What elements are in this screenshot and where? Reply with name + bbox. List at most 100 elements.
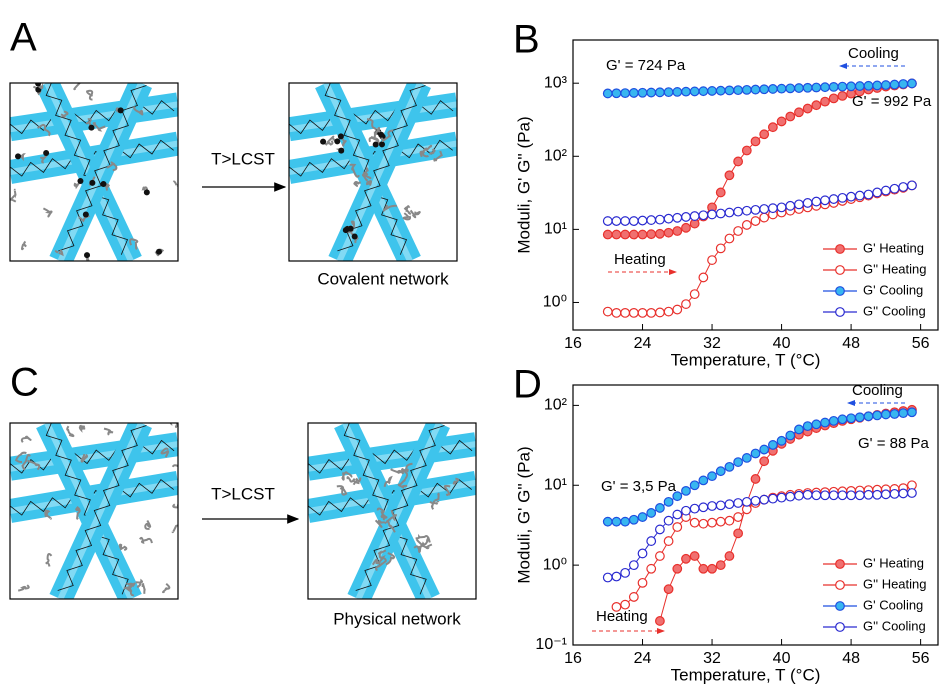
legend-marker [835, 244, 845, 254]
data-point [785, 200, 796, 211]
data-point [681, 222, 691, 233]
polymer-chain [375, 556, 387, 572]
polymer-chain [382, 204, 398, 212]
data-point [767, 122, 778, 133]
data-point [750, 216, 761, 226]
polymer-chain [160, 447, 170, 458]
data-point [698, 518, 709, 529]
data-point [889, 79, 900, 90]
fiber-core [289, 101, 457, 133]
data-point [698, 502, 709, 513]
annotation: G' = 724 Pa [606, 57, 686, 74]
data-point [628, 216, 639, 226]
polymer-chain [362, 171, 372, 180]
data-point [820, 417, 830, 428]
data-point [759, 204, 770, 214]
legend-label: G' Heating [863, 555, 924, 570]
data-point [637, 548, 648, 559]
y-tick-label: 10¹ [544, 221, 567, 238]
data-point [637, 215, 648, 226]
data-point [628, 307, 639, 318]
data-point [628, 560, 639, 571]
scheme-frame [288, 82, 458, 262]
polymer-chain [129, 238, 139, 250]
zigzag [10, 100, 175, 135]
polymer-chain [103, 427, 114, 436]
data-point [724, 85, 735, 96]
data-point [898, 79, 909, 89]
data-point [655, 214, 665, 225]
data-point [620, 307, 631, 318]
data-point [672, 509, 683, 520]
end-group [88, 124, 95, 131]
data-point [611, 601, 622, 612]
data-point [672, 212, 683, 223]
data-point [759, 212, 770, 223]
legend-marker [835, 307, 845, 317]
data-point [889, 409, 900, 419]
polymer-chain [174, 423, 178, 428]
end-group [15, 153, 22, 160]
fiber-core [355, 423, 442, 599]
end-group [143, 189, 150, 196]
data-point [689, 86, 700, 97]
data-point [750, 495, 761, 506]
data-point [663, 306, 674, 317]
polymer-chain [17, 584, 30, 592]
data-point [767, 440, 778, 450]
zigzag [58, 85, 147, 252]
data-point [828, 490, 839, 501]
data-point [681, 86, 691, 97]
data-point [776, 202, 787, 213]
data-point [663, 515, 674, 526]
scheme [10, 423, 178, 599]
polymer-chain [402, 212, 412, 221]
data-point [750, 474, 761, 484]
polymer-chain [380, 129, 394, 142]
data-point [759, 456, 770, 467]
data-point [707, 563, 717, 574]
data-point [628, 229, 639, 240]
polymer-chain [125, 582, 136, 591]
polymer-chain [385, 552, 396, 566]
data-point [759, 444, 770, 455]
data-point [872, 80, 883, 91]
data-point [820, 195, 830, 206]
y-tick-label: 10⁰ [543, 556, 567, 573]
data-point [663, 227, 674, 238]
chart: B 16 24 32 40 48 56 10⁰ 10¹ 10² 10³ Temperature, T … [513, 18, 939, 369]
data-point [767, 493, 778, 504]
x-axis-label: Temperature, T (°C) [671, 665, 821, 684]
scheme [308, 423, 476, 599]
polymer-chain [45, 553, 53, 567]
data-point [646, 87, 657, 98]
data-point [602, 306, 613, 317]
annotation: Heating [596, 608, 648, 625]
arrow-label: T>LCST [211, 149, 275, 168]
polymer-chain [141, 583, 146, 594]
data-point [611, 516, 622, 527]
data-point [846, 490, 856, 501]
data-point [698, 86, 709, 97]
data-point [637, 87, 648, 98]
data-point [611, 216, 622, 226]
data-point [602, 572, 613, 583]
legend-label: G'' Heating [863, 261, 927, 276]
data-point [837, 81, 848, 92]
end-group [43, 150, 50, 157]
polymer-chain [144, 519, 152, 530]
data-point [707, 209, 717, 220]
data-point [611, 229, 622, 240]
x-tick-label: 32 [703, 650, 721, 667]
y-tick-label: 10⁰ [543, 294, 567, 311]
data-point [854, 490, 865, 501]
data-point [828, 81, 839, 92]
data-point [750, 448, 761, 459]
data-point [863, 489, 874, 500]
data-point [802, 198, 813, 208]
data-point [733, 512, 744, 522]
legend-label: G'' Cooling [863, 618, 926, 633]
polymer-chain [92, 122, 106, 132]
annotations: G' = 3,5 Pa G' = 88 Pa Cooling Heating [592, 382, 929, 634]
